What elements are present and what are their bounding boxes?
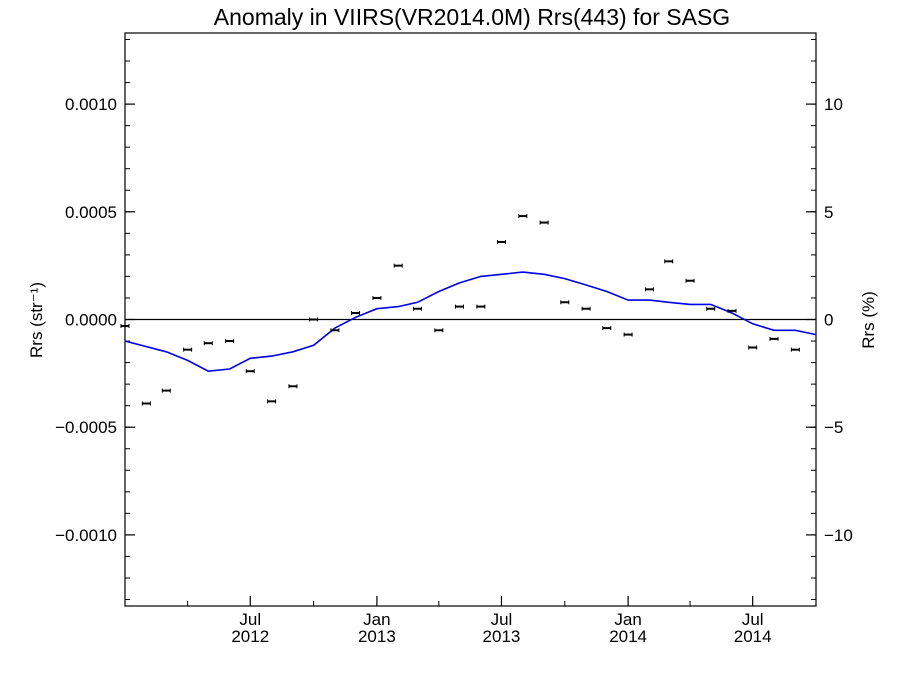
y-tick-label-left: −0.0005 — [55, 418, 117, 437]
anomaly-point — [497, 240, 505, 244]
y-axis-right-label: Rrs (%) — [859, 291, 878, 349]
x-tick-label-year: 2013 — [358, 627, 396, 646]
anomaly-point — [414, 307, 422, 311]
anomaly-point — [624, 333, 632, 337]
anomaly-point — [645, 287, 653, 291]
anomaly-point — [686, 279, 694, 283]
smoothed-anomaly-line — [125, 272, 816, 371]
anomaly-point — [749, 346, 757, 350]
tick-labels: 0.0010 0.0005 0.0000 −0.0005 −0.0010 10 5 0 −5 −1… — [55, 95, 853, 646]
x-tick-label-year: 2012 — [231, 627, 269, 646]
anomaly-point — [582, 307, 590, 311]
anomaly-point — [162, 389, 170, 393]
anomaly-point — [394, 264, 402, 268]
anomaly-point — [142, 402, 150, 406]
y-tick-label-right: 10 — [824, 95, 843, 114]
y-tick-label-right: 5 — [824, 203, 833, 222]
y-tick-label-right: 0 — [824, 311, 833, 330]
y-tick-label-right: −10 — [824, 526, 853, 545]
y-axis-left-label: Rrs (str⁻¹) — [27, 282, 46, 358]
x-tick-label-year: 2014 — [734, 627, 772, 646]
anomaly-point — [665, 259, 673, 263]
axis-ticks — [125, 104, 816, 606]
y-tick-label-left: 0.0010 — [65, 95, 117, 114]
anomaly-point — [561, 300, 569, 304]
x-tick-label-year: 2014 — [609, 627, 647, 646]
anomaly-point — [540, 221, 548, 225]
anomaly-point — [184, 348, 192, 352]
y-tick-label-right: −5 — [824, 418, 843, 437]
monthly-points — [121, 214, 799, 405]
anomaly-point — [246, 369, 254, 373]
minor-ticks — [125, 39, 816, 606]
anomaly-point — [455, 305, 463, 309]
anomaly-point — [289, 384, 297, 388]
anomaly-point — [603, 326, 611, 330]
anomaly-point — [477, 305, 485, 309]
anomaly-point — [707, 307, 715, 311]
anomaly-point — [770, 337, 778, 341]
anomaly-point — [519, 214, 527, 218]
y-tick-label-left: 0.0005 — [65, 203, 117, 222]
anomaly-point — [791, 348, 799, 352]
smoothed-series — [125, 272, 816, 371]
anomaly-point — [373, 296, 381, 300]
chart-title: Anomaly in VIIRS(VR2014.0M) Rrs(443) for… — [214, 4, 730, 30]
anomaly-point — [435, 328, 443, 332]
anomaly-point — [226, 339, 234, 343]
x-tick-label-year: 2013 — [483, 627, 521, 646]
anomaly-point — [204, 341, 212, 345]
y-tick-label-left: −0.0010 — [55, 526, 117, 545]
anomaly-point — [268, 399, 276, 403]
y-tick-label-left: 0.0000 — [65, 311, 117, 330]
anomaly-point — [310, 318, 318, 322]
anomaly-point — [352, 311, 360, 315]
